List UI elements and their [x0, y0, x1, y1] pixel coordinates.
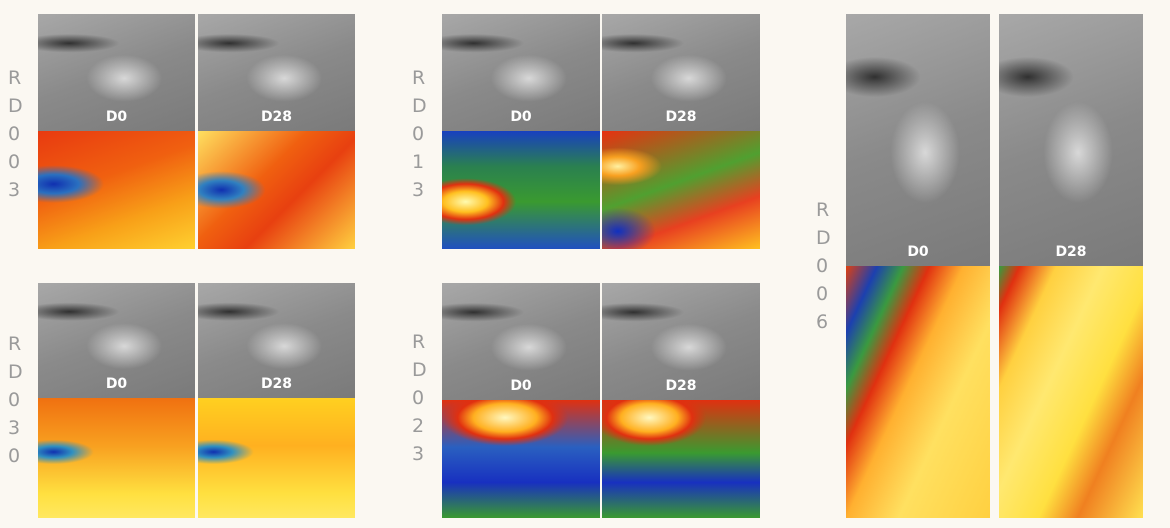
skin-photo: D0: [846, 14, 990, 266]
subject-label: RD013: [412, 67, 427, 201]
heatmap: [602, 131, 760, 249]
heatmap: [846, 266, 990, 518]
subject-label: RD030: [8, 333, 23, 467]
heatmap: [602, 400, 760, 518]
day-label: D28: [260, 376, 293, 392]
day-label: D28: [665, 378, 697, 394]
day-label: D28: [665, 109, 697, 125]
heatmap: [442, 400, 600, 518]
heatmap: [198, 398, 355, 518]
skin-photo: D28: [602, 14, 760, 131]
heatmap: [38, 131, 195, 249]
skin-photo: D0: [442, 14, 600, 131]
subject-label: RD023: [412, 331, 427, 465]
subject-label: RD003: [8, 67, 23, 201]
skin-photo: D28: [999, 14, 1143, 266]
skin-photo: D28: [602, 283, 760, 400]
skin-photo: D0: [38, 14, 195, 131]
day-label: D0: [510, 378, 532, 394]
heatmap: [442, 131, 600, 249]
day-label: D28: [260, 109, 293, 125]
heatmap: [999, 266, 1143, 518]
skin-photo: D28: [198, 14, 355, 131]
heatmap: [38, 398, 195, 518]
skin-photo: D28: [198, 283, 355, 398]
heatmap: [198, 131, 355, 249]
day-label: D28: [1055, 244, 1087, 260]
day-label: D0: [510, 109, 532, 125]
day-label: D0: [105, 109, 128, 125]
skin-photo: D0: [38, 283, 195, 398]
subject-label: RD006: [816, 199, 831, 333]
skin-photo: D0: [442, 283, 600, 400]
day-label: D0: [907, 244, 929, 260]
day-label: D0: [105, 376, 128, 392]
